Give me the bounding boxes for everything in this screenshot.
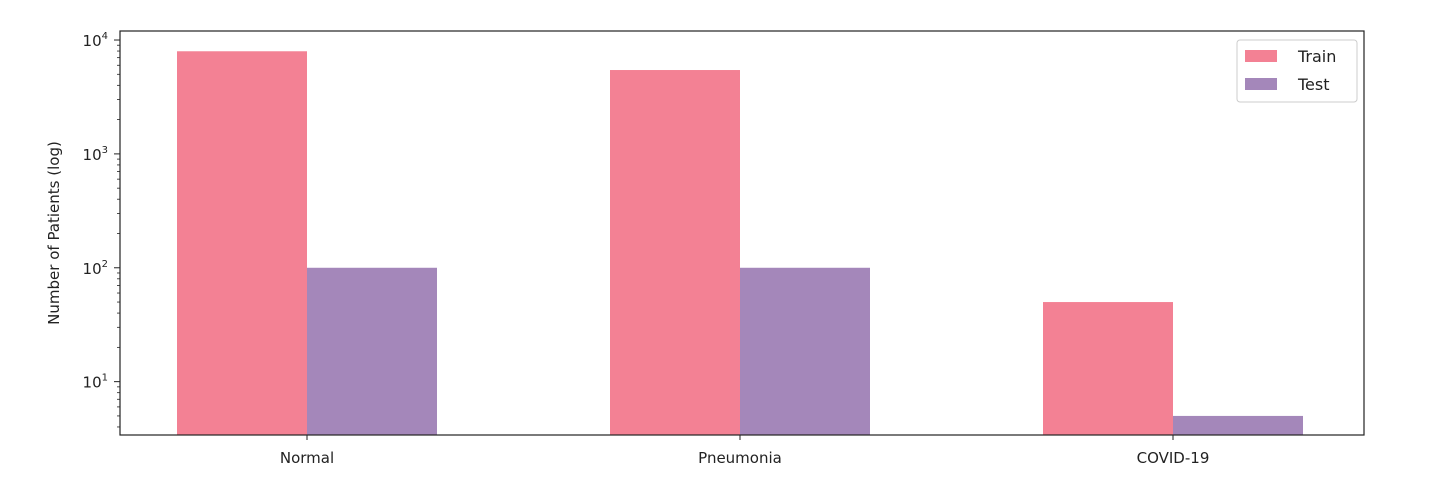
y-axis-label: Number of Patients (log) — [45, 141, 63, 325]
legend-swatch-test — [1245, 78, 1277, 90]
bar-test-normal — [307, 267, 437, 435]
legend-swatch-train — [1245, 50, 1277, 62]
bar-train-normal — [177, 51, 307, 435]
y-axis: 101 102 103 104 — [83, 31, 120, 428]
x-tick-label: Pneumonia — [698, 449, 782, 467]
y-tick-label: 103 — [83, 145, 108, 164]
bar-train-covid-19 — [1043, 302, 1173, 435]
plot-frame — [119, 30, 1365, 436]
bar-test-pneumonia — [740, 267, 870, 435]
legend-label-test: Test — [1297, 75, 1330, 94]
legend-box — [1236, 39, 1358, 103]
x-axis: Normal Pneumonia COVID-19 — [280, 435, 1210, 467]
legend-label-train: Train — [1297, 47, 1336, 66]
bar-test-covid-19 — [1173, 415, 1303, 435]
y-tick-label: 102 — [83, 259, 108, 278]
bars-group — [177, 51, 1303, 435]
x-tick-label: Normal — [280, 449, 334, 467]
y-tick-label: 101 — [83, 373, 108, 392]
x-tick-label: COVID-19 — [1137, 449, 1210, 467]
legend: Train Test — [1236, 39, 1358, 103]
y-tick-label: 104 — [83, 31, 108, 50]
bar-train-pneumonia — [610, 70, 740, 435]
